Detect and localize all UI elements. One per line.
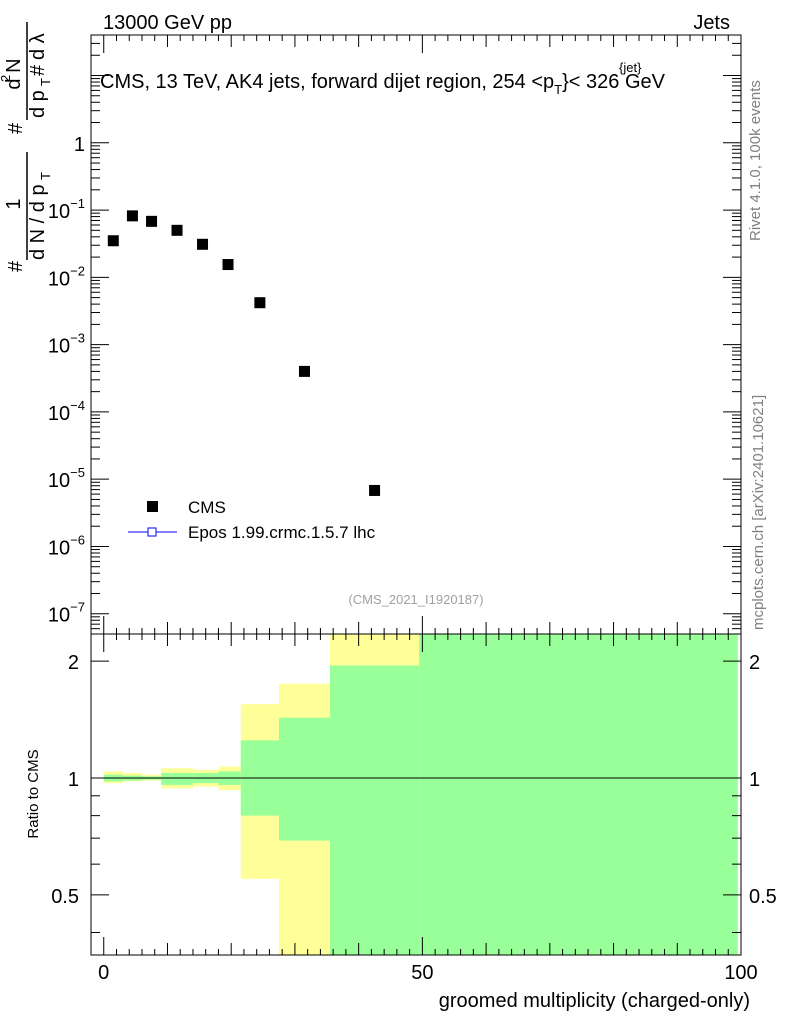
main-y-tick-label: 1 bbox=[74, 134, 85, 156]
main-y-tick-label-base: 10 bbox=[48, 336, 70, 358]
x-tick-label: 100 bbox=[724, 962, 757, 984]
header-left: 13000 GeV pp bbox=[103, 12, 232, 34]
y-title-hash-left: # bbox=[5, 260, 27, 272]
y-title-dpt-sub: T bbox=[38, 78, 53, 86]
ratio-panel: 0.5 0.5 1 1 2 2 0 50 100 bbox=[51, 633, 777, 984]
main-y-tick-label-base: 10 bbox=[48, 470, 70, 492]
y-title-d2n: d N bbox=[3, 58, 25, 89]
main-y-tick-label-exp: −4 bbox=[70, 398, 85, 413]
main-y-tick-label-base: 10 bbox=[48, 605, 70, 627]
ratio-y-tick-label-right: 0.5 bbox=[749, 886, 777, 908]
legend-marker-cms bbox=[147, 501, 158, 512]
y-title-one: 1 bbox=[3, 198, 25, 209]
legend-label-cms: CMS bbox=[188, 498, 226, 517]
cms-data-point bbox=[254, 297, 266, 309]
ratio-frame bbox=[90, 633, 742, 956]
main-y-tick-label-exp: −6 bbox=[70, 532, 85, 547]
main-y-tick-label: 10−6 bbox=[48, 532, 85, 559]
main-title-main: CMS, 13 TeV, AK4 jets, forward dijet reg… bbox=[100, 71, 554, 93]
y-title-dn-dpt: d N / d p bbox=[27, 184, 49, 260]
main-y-tick-label: 10−2 bbox=[48, 263, 85, 290]
main-y-tick-label-exp: −2 bbox=[70, 263, 85, 278]
y-title-hash-mid: # bbox=[5, 122, 27, 134]
y-title-d2n-sup: 2 bbox=[0, 75, 13, 82]
main-y-tick-label-exp: −1 bbox=[70, 196, 85, 211]
ratio-y-tick-label-right: 2 bbox=[749, 652, 760, 674]
data-points bbox=[107, 210, 381, 496]
cms-data-point bbox=[222, 259, 234, 271]
legend: CMS Epos 1.99.crmc.1.5.7 lhc bbox=[128, 498, 376, 542]
ratio-y-tick-label-left: 0.5 bbox=[51, 886, 79, 908]
cms-data-point bbox=[197, 238, 209, 250]
x-axis-title: groomed multiplicity (charged-only) bbox=[439, 990, 750, 1012]
main-y-tick-label: 10−7 bbox=[48, 600, 85, 627]
analysis-watermark: (CMS_2021_I1920187) bbox=[348, 592, 483, 607]
main-axis-ticks bbox=[91, 34, 742, 635]
rivet-version-label: Rivet 4.1.0, 100k events bbox=[747, 80, 764, 241]
main-panel: 110−110−210−310−410−510−610−7 CMS, 13 Te… bbox=[48, 34, 742, 635]
main-y-tick-label: 10−5 bbox=[48, 465, 85, 492]
main-frame bbox=[90, 34, 742, 635]
ratio-axis-ticks bbox=[91, 634, 742, 955]
ratio-y-tick-label-right: 1 bbox=[749, 769, 760, 791]
main-y-tick-label-base: 10 bbox=[48, 537, 70, 559]
main-title-end: }< 326 GeV bbox=[562, 71, 666, 93]
legend-marker-epos-box bbox=[147, 527, 157, 537]
ratio-y-tick-label-left: 2 bbox=[68, 652, 79, 674]
cms-data-point bbox=[298, 365, 310, 377]
main-y-axis-title: # 1 d N / d p T # d N 2 d p T # d λ bbox=[0, 22, 53, 272]
header-right: Jets bbox=[693, 12, 730, 34]
y-title-dn-dpt-sub: T bbox=[38, 172, 53, 180]
main-title: CMS, 13 TeV, AK4 jets, forward dijet reg… bbox=[100, 71, 666, 97]
ratio-inner-band bbox=[329, 665, 420, 955]
ratio-bands bbox=[103, 634, 738, 955]
ratio-inner-band bbox=[419, 634, 738, 955]
main-y-tick-label-base: 10 bbox=[48, 268, 70, 290]
ratio-tick-labels: 0.5 0.5 1 1 2 2 0 50 100 bbox=[51, 652, 777, 984]
x-tick-label: 0 bbox=[98, 962, 109, 984]
main-title-sub: T bbox=[554, 82, 562, 97]
cms-data-point bbox=[126, 210, 138, 222]
y-title-dpt: d p bbox=[27, 90, 49, 118]
y-title-dlambda: d λ bbox=[27, 33, 49, 60]
cms-data-point bbox=[369, 484, 381, 496]
main-y-tick-label-exp: −3 bbox=[70, 331, 85, 346]
y-title-hash-right: # bbox=[27, 64, 49, 76]
ratio-inner-band bbox=[161, 773, 193, 785]
main-y-tick-label: 10−3 bbox=[48, 331, 85, 358]
main-y-tick-label-exp: −7 bbox=[70, 600, 85, 615]
main-y-tick-labels: 110−110−210−310−410−510−610−7 bbox=[48, 134, 85, 627]
cms-data-point bbox=[171, 224, 183, 236]
mcplots-label: mcplots.cern.ch [arXiv:2401.10621] bbox=[750, 395, 767, 630]
main-y-tick-label-base: 10 bbox=[48, 403, 70, 425]
legend-label-epos: Epos 1.99.crmc.1.5.7 lhc bbox=[188, 523, 376, 542]
main-title-sup: {jet} bbox=[619, 60, 642, 75]
cms-data-point bbox=[146, 215, 158, 227]
main-y-tick-label: 10−1 bbox=[48, 196, 85, 223]
main-y-tick-label-exp: −5 bbox=[70, 465, 85, 480]
cms-data-point bbox=[107, 235, 119, 247]
main-y-tick-label: 10−4 bbox=[48, 398, 85, 425]
x-tick-label: 50 bbox=[411, 962, 433, 984]
ratio-inner-band bbox=[278, 717, 330, 841]
ratio-y-axis-title: Ratio to CMS bbox=[25, 749, 42, 838]
main-y-tick-label-base: 10 bbox=[48, 201, 70, 223]
ratio-y-tick-label-left: 1 bbox=[68, 769, 79, 791]
